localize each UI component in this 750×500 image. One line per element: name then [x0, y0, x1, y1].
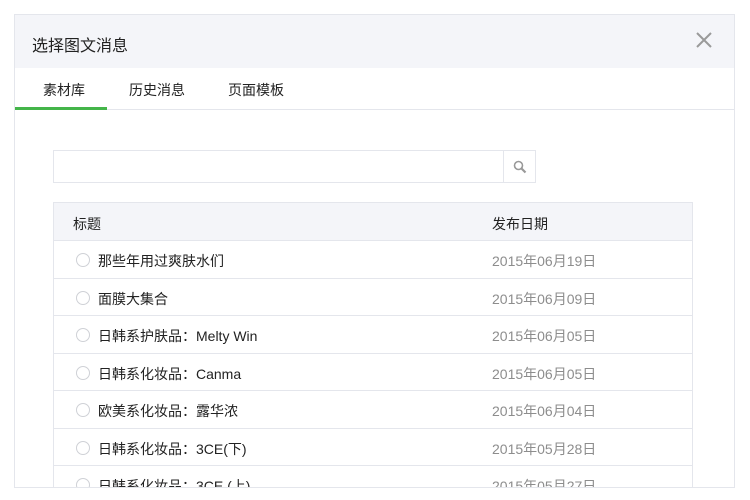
column-date: 发布日期 — [492, 216, 548, 232]
article-table: 标题 发布日期 那些年用过爽肤水们 2015年06月19日面膜大集合 2015年06… — [53, 202, 693, 488]
search-input[interactable] — [54, 151, 503, 182]
article-title: 日韩系化妆品：Canma — [98, 365, 242, 382]
radio-button[interactable] — [76, 253, 90, 267]
radio-button[interactable] — [76, 403, 90, 417]
tab-library[interactable]: 素材库 — [15, 82, 107, 110]
article-title: 那些年用过爽肤水们 — [98, 253, 224, 269]
publish-date: 2015年05月28日 — [492, 440, 597, 457]
article-title: 日韩系护肤品：Melty Win — [98, 328, 258, 344]
table-row[interactable]: 那些年用过爽肤水们 2015年06月19日 — [54, 241, 692, 279]
table-row[interactable]: 欧美系化妆品：露华浓 2015年06月04日 — [54, 391, 692, 429]
search-box — [53, 150, 536, 183]
select-article-dialog: 选择图文消息 素材库 历史消息 页面模板 标题 发布日期 那些年用过爽肤水们 20… — [14, 14, 735, 488]
article-title: 欧美系化妆品：露华浓 — [98, 403, 238, 419]
table-header: 标题 发布日期 — [54, 203, 692, 241]
article-title: 日韩系化妆品：3CE (上) — [98, 478, 251, 488]
publish-date: 2015年06月09日 — [492, 290, 597, 307]
publish-date: 2015年06月05日 — [492, 328, 597, 344]
search-icon — [513, 160, 526, 173]
table-row[interactable]: 面膜大集合 2015年06月09日 — [54, 279, 692, 316]
publish-date: 2015年05月27日 — [492, 478, 597, 488]
radio-button[interactable] — [76, 478, 90, 487]
article-title: 面膜大集合 — [98, 290, 168, 307]
search-button[interactable] — [503, 151, 535, 182]
radio-button[interactable] — [76, 290, 90, 305]
radio-button[interactable] — [76, 365, 90, 380]
radio-button[interactable] — [76, 328, 90, 342]
publish-date: 2015年06月04日 — [492, 403, 597, 419]
publish-date: 2015年06月05日 — [492, 365, 597, 382]
tab-page-templates[interactable]: 页面模板 — [228, 82, 284, 98]
tab-history[interactable]: 历史消息 — [129, 82, 185, 98]
publish-date: 2015年06月19日 — [492, 253, 597, 269]
table-row[interactable]: 日韩系化妆品：3CE (上) 2015年05月27日 — [54, 466, 692, 488]
table-row[interactable]: 日韩系化妆品：3CE(下) 2015年05月28日 — [54, 429, 692, 466]
dialog-title: 选择图文消息 — [32, 38, 129, 55]
article-title: 日韩系化妆品：3CE(下) — [98, 440, 247, 457]
tab-bar: 素材库 历史消息 页面模板 — [15, 68, 734, 110]
table-row[interactable]: 日韩系化妆品：Canma 2015年06月05日 — [54, 354, 692, 391]
dialog-header: 选择图文消息 — [15, 15, 734, 68]
table-row[interactable]: 日韩系护肤品：Melty Win 2015年06月05日 — [54, 316, 692, 354]
column-title: 标题 — [73, 216, 101, 232]
radio-button[interactable] — [76, 440, 90, 455]
close-icon[interactable] — [694, 30, 714, 50]
